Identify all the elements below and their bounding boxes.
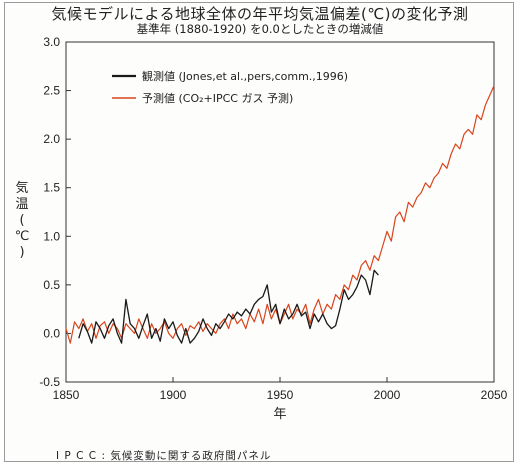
y-tick-label: -0.5 bbox=[39, 375, 60, 389]
x-tick-label: 1850 bbox=[53, 388, 80, 402]
x-tick-label: 1900 bbox=[160, 388, 187, 402]
figure-frame bbox=[4, 2, 514, 462]
y-tick-label: 0.0 bbox=[43, 326, 60, 340]
footnote-caption: I P C C : 気候変動に関する政府間パネル bbox=[56, 450, 272, 462]
legend-label: 予測値 (CO₂+IPCC ガス 予測) bbox=[142, 91, 293, 105]
legend: 観測値 (Jones,et al.,pers,comm.,1996) 予測値 (C… bbox=[112, 69, 348, 105]
y-axis-label-char: ( bbox=[19, 213, 24, 228]
y-tick-label: 3.0 bbox=[43, 35, 60, 49]
y-tick-label: 0.5 bbox=[43, 278, 60, 292]
chart-title: 気候モデルによる地球全体の年平均気温偏差(℃)の変化予測 bbox=[51, 5, 469, 23]
y-tick-label: 1.5 bbox=[43, 181, 60, 195]
y-tick-label: 1.0 bbox=[43, 229, 60, 243]
y-axis-label-char: ) bbox=[19, 245, 24, 260]
x-axis-label: 年 bbox=[273, 407, 286, 422]
series-predicted-line bbox=[65, 85, 495, 344]
y-tick-label: 2.0 bbox=[43, 132, 60, 146]
y-tick-label: 2.5 bbox=[43, 84, 60, 98]
x-tick-label: 2050 bbox=[481, 388, 508, 402]
chart-subtitle: 基準年 (1880-1920) を0.0としたときの増減値 bbox=[136, 22, 384, 36]
y-axis-label-char: ℃ bbox=[15, 229, 30, 244]
y-axis-label-char: 温 bbox=[15, 197, 28, 212]
series-group bbox=[65, 85, 495, 344]
y-axis-label: 気温(℃) bbox=[15, 180, 30, 260]
series-observed-line bbox=[78, 269, 379, 344]
x-tick-label: 2000 bbox=[374, 388, 401, 402]
x-tick-label: 1950 bbox=[267, 388, 294, 402]
legend-label: 観測値 (Jones,et al.,pers,comm.,1996) bbox=[142, 69, 348, 83]
y-axis-label-char: 気 bbox=[15, 180, 28, 196]
axis-ticks: 1850 1900 1950 2000 2050 -0.5 0.0 0.5 1.0 1.5 2.0 2… bbox=[39, 35, 507, 402]
